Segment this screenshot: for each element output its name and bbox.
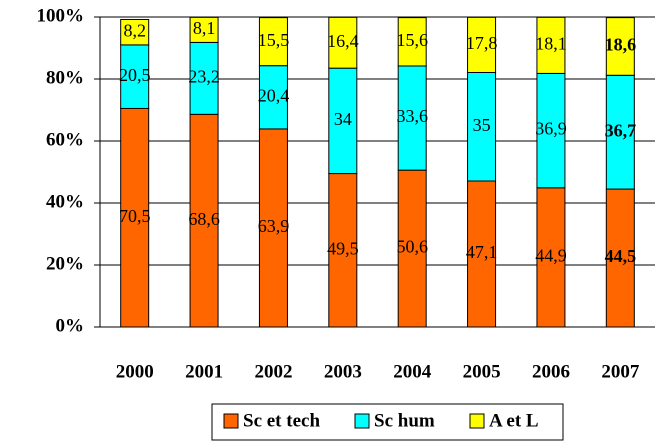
y-tick-label: 80%: [46, 67, 84, 88]
data-label: 15,6: [396, 30, 428, 50]
legend-box: [211, 403, 564, 441]
bar-segment: [120, 107, 150, 328]
y-tick-label: 100%: [37, 5, 85, 26]
bar-segment: [328, 173, 358, 328]
data-label: 50,6: [396, 237, 428, 257]
data-label: 44,5: [605, 246, 637, 266]
data-label: 35: [473, 115, 491, 135]
bar-segment: [467, 180, 497, 328]
data-label: 49,5: [327, 238, 359, 258]
bar-segment: [536, 187, 566, 328]
bar-segment: [258, 17, 288, 67]
data-label: 20,4: [258, 85, 290, 105]
bar-segment: [605, 188, 635, 328]
data-label: 17,8: [466, 33, 498, 53]
legend-label: A et L: [489, 410, 539, 431]
data-label: 33,6: [396, 106, 428, 126]
data-label: 8,1: [193, 18, 216, 38]
y-tick-label: 60%: [46, 129, 84, 150]
data-label: 18,6: [605, 35, 637, 55]
legend-swatch: [223, 413, 239, 429]
bar-segment: [189, 16, 219, 43]
bar-segment: [467, 16, 497, 73]
x-tick-label: 2007: [601, 361, 640, 382]
bar-segment: [536, 72, 566, 189]
legend: Sc et tech Sc hum A et L: [211, 403, 564, 441]
x-tick-label: 2005: [463, 361, 501, 382]
y-tick-label: 40%: [46, 191, 84, 212]
data-label: 68,6: [188, 209, 220, 229]
bar-segment: [120, 18, 150, 46]
x-tick-label: 2001: [185, 361, 223, 382]
legend-swatch: [469, 413, 485, 429]
bar-segment: [397, 17, 427, 67]
x-tick-label: 2002: [254, 361, 292, 382]
legend-label: Sc hum: [374, 410, 435, 431]
data-label: 15,5: [258, 30, 290, 50]
y-tick-label: 20%: [46, 253, 84, 274]
legend-swatch: [354, 413, 370, 429]
data-label: 44,9: [535, 246, 567, 266]
bar-segment: [328, 67, 358, 175]
bar-segment: [605, 17, 635, 76]
y-tick-label: 0%: [56, 315, 85, 336]
data-label: 18,1: [535, 33, 567, 53]
bar-segment: [397, 169, 427, 328]
bar-segment: [189, 41, 219, 115]
x-tick-label: 2003: [324, 361, 362, 382]
data-label: 63,9: [258, 216, 290, 236]
data-label: 70,5: [119, 206, 151, 226]
x-tick-label: 2004: [393, 361, 432, 382]
data-label: 20,5: [119, 65, 151, 85]
bar-segment: [120, 44, 150, 109]
data-label: 23,2: [188, 67, 220, 87]
data-label: 34: [334, 109, 352, 129]
data-label: 47,1: [466, 242, 498, 262]
x-tick-label: 2000: [116, 361, 154, 382]
data-label: 8,2: [123, 20, 146, 40]
legend-label: Sc et tech: [243, 410, 320, 431]
bar-segment: [605, 74, 635, 190]
data-label: 36,7: [605, 120, 637, 140]
bar-segment: [328, 16, 358, 69]
bar-segment: [536, 16, 566, 74]
data-label: 16,4: [327, 31, 359, 51]
bar-segment: [189, 113, 219, 328]
data-label: 36,9: [535, 119, 567, 139]
x-tick-label: 2006: [532, 361, 570, 382]
